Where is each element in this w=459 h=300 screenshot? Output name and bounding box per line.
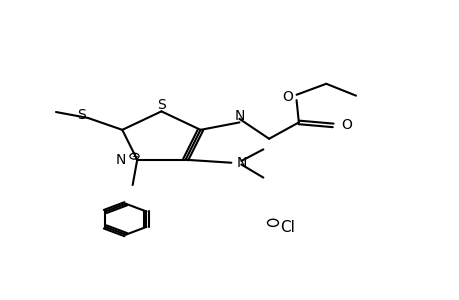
- Text: N: N: [234, 110, 244, 124]
- Text: N: N: [115, 153, 125, 167]
- Text: S: S: [157, 98, 165, 112]
- Text: O: O: [281, 90, 292, 104]
- Text: S: S: [77, 108, 86, 122]
- Text: Cl: Cl: [280, 220, 295, 235]
- Text: N: N: [236, 156, 246, 170]
- Text: O: O: [341, 118, 352, 132]
- Text: +: +: [131, 152, 138, 161]
